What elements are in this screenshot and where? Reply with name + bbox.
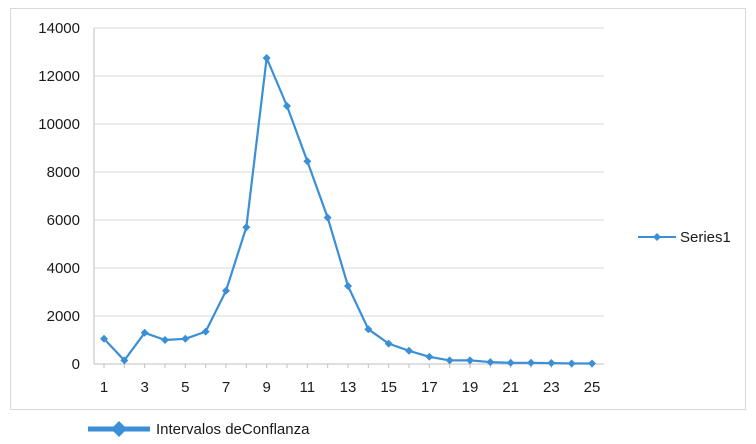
x-tick-label-5: 11 [300,379,316,396]
y-tick-label-6: 12000 [38,68,80,85]
x-axis-tick-labels: 1 3 5 7 9 11 13 15 17 19 21 23 25 [100,379,601,396]
series1-point-15 [384,339,393,348]
x-tick-label-9: 19 [462,379,479,396]
bottom-legend: Intervalos deConflanza [88,418,309,440]
series1-point-13 [344,282,352,290]
series1-point-21 [506,358,515,367]
series-layer [100,54,596,368]
series1-point-5 [181,334,190,343]
x-tick-label-0: 1 [100,379,108,396]
x-tick-label-10: 21 [502,379,519,396]
series1-line [103,56,592,365]
x-tick-label-1: 3 [140,379,148,396]
y-tick-label-2: 4000 [47,260,80,277]
series1-point-10 [283,102,291,110]
axis-layer [93,28,604,368]
x-tick-label-11: 23 [543,379,560,396]
series1-point-4 [161,336,169,344]
series1-point-24 [567,359,576,368]
x-tick-label-3: 7 [222,379,230,396]
series1-point-12 [323,213,332,222]
y-tick-label-3: 6000 [47,212,80,229]
series1-point-16 [405,346,413,355]
x-tick-label-2: 5 [181,379,189,396]
series1-point-14 [364,325,373,334]
x-tick-label-4: 9 [262,379,270,396]
grid-layer [94,27,604,317]
legend-series1-marker [653,233,661,241]
y-tick-label-7: 14000 [38,20,80,37]
series1-point-20 [486,358,495,367]
x-tick-label-6: 13 [340,379,357,396]
x-tick-label-12: 25 [584,379,601,396]
series1-point-6 [201,327,210,336]
chart-frame [10,8,746,410]
series1-point-22 [527,358,535,367]
series1-point-18 [445,356,454,365]
series1-point-3 [140,328,149,337]
series1-point-2 [120,356,129,365]
bottom-legend-diamond [111,421,127,437]
bottom-legend-label: Intervalos deConflanza [156,420,310,438]
series1-point-7 [222,286,230,295]
series1-point-17 [425,352,434,361]
series1-point-25 [588,359,596,368]
y-tick-label-0: 0 [72,356,80,373]
series1-point-11 [303,157,312,166]
y-tick-label-1: 2000 [47,308,80,325]
y-tick-label-5: 10000 [38,116,80,133]
series1-point-9 [262,54,271,62]
y-tick-label-4: 8000 [47,164,80,181]
x-tick-label-7: 15 [380,379,397,396]
series1-point-8 [242,223,251,232]
x-tick-label-8: 17 [421,379,438,396]
series1-point-1 [100,334,108,343]
legend: Series1 [638,229,731,246]
y-axis-tick-labels: 0 2000 4000 6000 8000 10000 12000 14000 [38,20,80,373]
series1-point-23 [547,359,556,368]
legend-series1-label: Series1 [680,229,731,246]
series1-point-19 [466,356,474,365]
bottom-legend-marker [88,421,150,437]
